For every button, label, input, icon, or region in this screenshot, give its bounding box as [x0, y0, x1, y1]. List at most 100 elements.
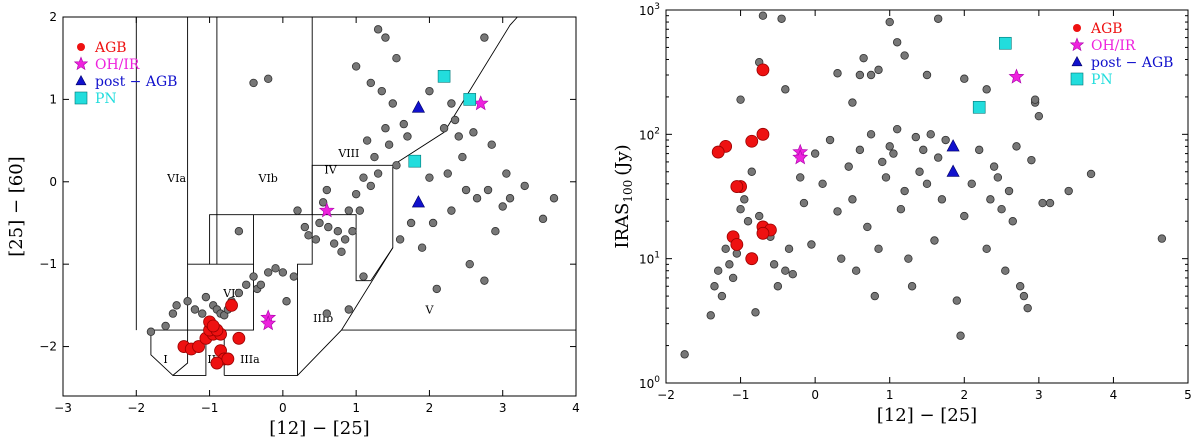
left-x-tick-label: 1 [352, 401, 360, 415]
right-point-other [781, 266, 790, 275]
legend-marker-triangle [1071, 55, 1083, 67]
left-point-other [395, 235, 405, 244]
right-point-other [844, 162, 853, 171]
right-point-other [926, 130, 935, 139]
left-point-other [472, 194, 482, 203]
right-y-label-unit: (Jy) [612, 144, 633, 175]
left-x-tick-label: −2 [127, 401, 145, 415]
left-point-other [447, 206, 456, 215]
right-point-other [982, 244, 991, 254]
region-label: VIb [258, 172, 278, 185]
right-point-agb [745, 134, 759, 148]
left-point-other [344, 305, 354, 314]
region-boundary-1 [172, 329, 207, 376]
right-point-other [743, 217, 753, 226]
left-x-tick-label: −1 [201, 401, 219, 415]
right-point-other [900, 186, 909, 196]
right-point-pn [998, 36, 1012, 50]
left-x-tick-label: 0 [279, 401, 287, 415]
region-label: VII [222, 287, 240, 300]
right-point-other [728, 273, 738, 283]
right-point-other [710, 282, 719, 291]
right-point-other [848, 98, 857, 107]
region-boundary-10 [209, 214, 254, 265]
right-point-other [986, 195, 995, 204]
right-point-other [747, 167, 756, 176]
legend-label: AGB [1090, 21, 1123, 37]
right-point-other [810, 149, 820, 158]
right-point-other [796, 173, 805, 182]
right-point-other [915, 167, 924, 176]
legend-marker-star [1069, 37, 1085, 52]
right-x-tick-label: 5 [1184, 388, 1192, 402]
region-boundary-8 [392, 16, 518, 166]
left-point-other [399, 119, 408, 129]
left-x-axis-label: [12] − [25] [269, 418, 369, 439]
right-point-other [855, 70, 865, 80]
region-label: I [163, 353, 167, 366]
right-point-other [799, 198, 809, 208]
left-x-tick-label: 2 [426, 401, 434, 415]
left-point-other [538, 214, 548, 224]
right-point-other [878, 157, 887, 167]
right-point-other [736, 95, 745, 104]
left-point-other [322, 185, 332, 195]
right-point-oh-ir [792, 149, 809, 165]
right-point-other [837, 254, 846, 263]
left-point-other [190, 305, 200, 314]
left-point-other [315, 218, 324, 228]
right-point-agb [730, 180, 744, 193]
right-point-other [833, 69, 842, 78]
right-point-other [1030, 95, 1040, 104]
left-point-other [439, 124, 449, 133]
left-point-other [392, 161, 401, 170]
left-point-post-agb [411, 195, 425, 208]
right-x-tick-label: 0 [811, 388, 819, 402]
left-y-axis-label: [25] − [60] [6, 156, 27, 256]
right-point-other [933, 153, 943, 162]
right-point-other [1045, 198, 1055, 208]
left-point-other [417, 243, 427, 252]
right-point-other [1023, 303, 1032, 313]
right-point-oh-ir [1008, 68, 1025, 84]
right-point-other [1086, 169, 1096, 179]
right-point-other [758, 11, 768, 20]
left-point-other [425, 173, 434, 182]
legend-label: AGB [94, 40, 127, 56]
right-point-other [941, 135, 950, 145]
legend-label: PN [95, 91, 117, 107]
left-point-agb [210, 356, 224, 370]
right-point-other [937, 195, 947, 204]
left-point-other [293, 206, 302, 215]
left-point-other [351, 189, 361, 199]
left-point-other [370, 152, 379, 162]
left-point-other [282, 297, 291, 306]
right-point-other [1016, 282, 1025, 291]
right-x-tick-label: −1 [732, 388, 750, 402]
left-point-agb [192, 340, 205, 353]
right-x-tick-label: 2 [960, 388, 968, 402]
right-point-other [1008, 217, 1017, 226]
right-point-other [874, 65, 883, 75]
left-point-other [278, 268, 288, 277]
right-point-other [866, 70, 876, 80]
right-point-other [725, 260, 734, 269]
left-point-other [388, 99, 397, 108]
left-point-other [491, 227, 500, 236]
region-label: IV [324, 164, 337, 177]
region-boundary-0 [150, 329, 189, 377]
right-point-other [777, 14, 786, 23]
left-point-other [425, 86, 434, 96]
left-point-other [271, 264, 280, 273]
right-point-other [1034, 111, 1044, 121]
right-point-other [997, 204, 1006, 214]
right-point-other [881, 173, 891, 182]
left-point-other [373, 25, 383, 34]
left-point-other [406, 218, 416, 228]
right-point-other [874, 244, 883, 254]
right-point-other [769, 260, 779, 269]
legend-label: OH/IR [95, 57, 140, 73]
left-point-oh-ir [318, 202, 335, 218]
